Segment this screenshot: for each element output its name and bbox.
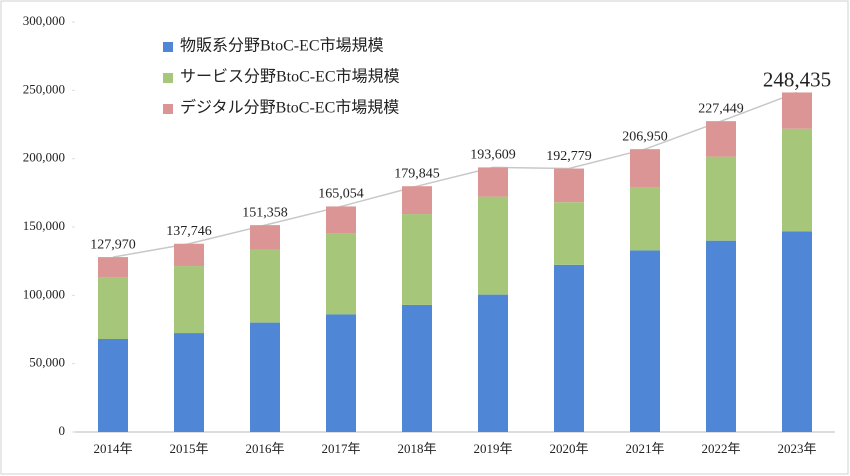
bar-segment [402,304,432,432]
total-line [112,91,798,258]
bar-segment [98,257,128,278]
bar-segment [250,249,280,323]
legend-swatch [163,104,173,114]
bar-segment [250,225,280,250]
x-tick-label: 2022年 [701,441,740,456]
total-label: 206,950 [622,129,668,144]
bar-segment [706,240,736,432]
bar-segment [630,186,660,251]
bar-segment [554,168,584,203]
bar-segment [478,294,508,432]
bar-segment [782,231,812,432]
bar-segment [630,149,660,187]
total-label: 193,609 [470,148,516,163]
bar-segment [326,314,356,432]
bar-segment [630,250,660,432]
bar-segment [326,233,356,315]
bar-segment [174,266,204,334]
x-tick-label: 2021年 [625,441,664,456]
legend-swatch [163,42,173,52]
legend-text: デジタル分野BtoC-EC市場規模 [180,98,399,117]
y-tick-label: 250,000 [23,81,65,96]
x-tick-label: 2014年 [93,441,132,456]
total-label: 127,970 [90,237,136,252]
x-tick-label: 2017年 [321,441,360,456]
bar-segment [706,121,736,157]
total-label: 165,054 [318,187,364,202]
bar-segment [402,186,432,215]
bar-segment [554,202,584,265]
y-tick-label: 50,000 [29,355,65,370]
y-tick-label: 0 [59,423,66,438]
total-label: 192,779 [546,149,592,164]
bar-segment [478,167,508,197]
total-label: 227,449 [698,101,744,116]
total-label: 137,746 [166,224,212,239]
bar-segment [174,243,204,267]
bar-segment [98,277,128,340]
total-label: 248,435 [763,67,831,91]
bar-segment [402,214,432,305]
legend-text: サービス分野BtoC-EC市場規模 [180,68,400,86]
y-tick-label: 300,000 [23,13,65,28]
bar-segment [98,339,128,432]
x-tick-label: 2019年 [473,441,512,456]
legend-text: 物販系分野BtoC-EC市場規模 [180,37,384,55]
legend-swatch [163,73,173,83]
y-tick-label: 100,000 [23,286,65,301]
bar-segment [250,322,280,432]
bar-segment [174,333,204,432]
x-tick-label: 2020年 [549,441,588,456]
bar-segment [706,156,736,241]
x-tick-label: 2015年 [169,441,208,456]
total-label: 179,845 [394,166,440,181]
total-label: 151,358 [242,205,288,220]
x-tick-label: 2018年 [397,441,436,456]
bar-segment [554,264,584,432]
bar-segment [478,196,508,295]
y-tick-label: 150,000 [23,218,65,233]
bar-segment [782,92,812,129]
x-tick-label: 2016年 [245,441,284,456]
x-tick-label: 2023年 [777,441,816,456]
bar-segment [782,128,812,232]
bar-segment [326,206,356,234]
y-tick-label: 200,000 [23,150,65,165]
